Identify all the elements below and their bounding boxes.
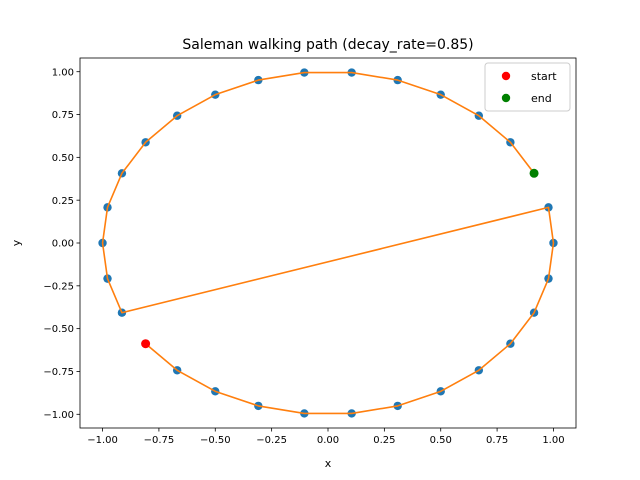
x-tick-label-7: 0.75 <box>486 435 508 446</box>
legend: start end <box>484 62 571 112</box>
y-axis-label: y <box>10 239 23 246</box>
x-tick-label-0: −1.00 <box>87 435 118 446</box>
y-tick-label-5: 0.25 <box>52 196 74 207</box>
walking-path-line <box>101 71 555 415</box>
y-tick-label-7: 0.75 <box>52 110 74 121</box>
x-tick-label-6: 0.50 <box>430 435 452 446</box>
y-tick-label-2: −0.50 <box>43 324 74 335</box>
x-tick-label-5: 0.25 <box>373 435 395 446</box>
x-tick-label-8: 1.00 <box>542 435 564 446</box>
legend-box <box>484 62 571 112</box>
x-tick-label-1: −0.75 <box>144 435 175 446</box>
y-tick-label-4: 0.00 <box>52 239 74 250</box>
y-tick-label-0: −1.00 <box>43 410 74 421</box>
y-tick-label-8: 1.00 <box>52 67 74 78</box>
y-tick-label-6: 0.50 <box>52 153 74 164</box>
y-tick-label-1: −0.75 <box>43 367 74 378</box>
legend-start-marker <box>501 71 511 81</box>
legend-end-marker <box>501 93 511 103</box>
y-axis-ticks: −1.00 −0.75 −0.50 −0.25 0.00 0.25 0.50 0.75 1.00 <box>43 67 80 421</box>
end-point <box>529 168 539 178</box>
x-tick-label-4: 0.00 <box>317 435 339 446</box>
chart-title: Saleman walking path (decay_rate=0.85) <box>182 37 473 53</box>
start-point <box>141 339 151 349</box>
legend-end-label: end <box>531 92 552 105</box>
legend-start-label: start <box>531 70 557 83</box>
x-axis-ticks: −1.00 −0.75 −0.50 −0.25 0.00 0.25 0.50 0.75 1.00 <box>87 428 565 446</box>
plot-area <box>98 68 558 418</box>
x-tick-label-2: −0.50 <box>200 435 231 446</box>
x-axis-label: x <box>325 457 332 470</box>
x-tick-label-3: −0.25 <box>256 435 287 446</box>
y-tick-label-3: −0.25 <box>43 281 74 292</box>
